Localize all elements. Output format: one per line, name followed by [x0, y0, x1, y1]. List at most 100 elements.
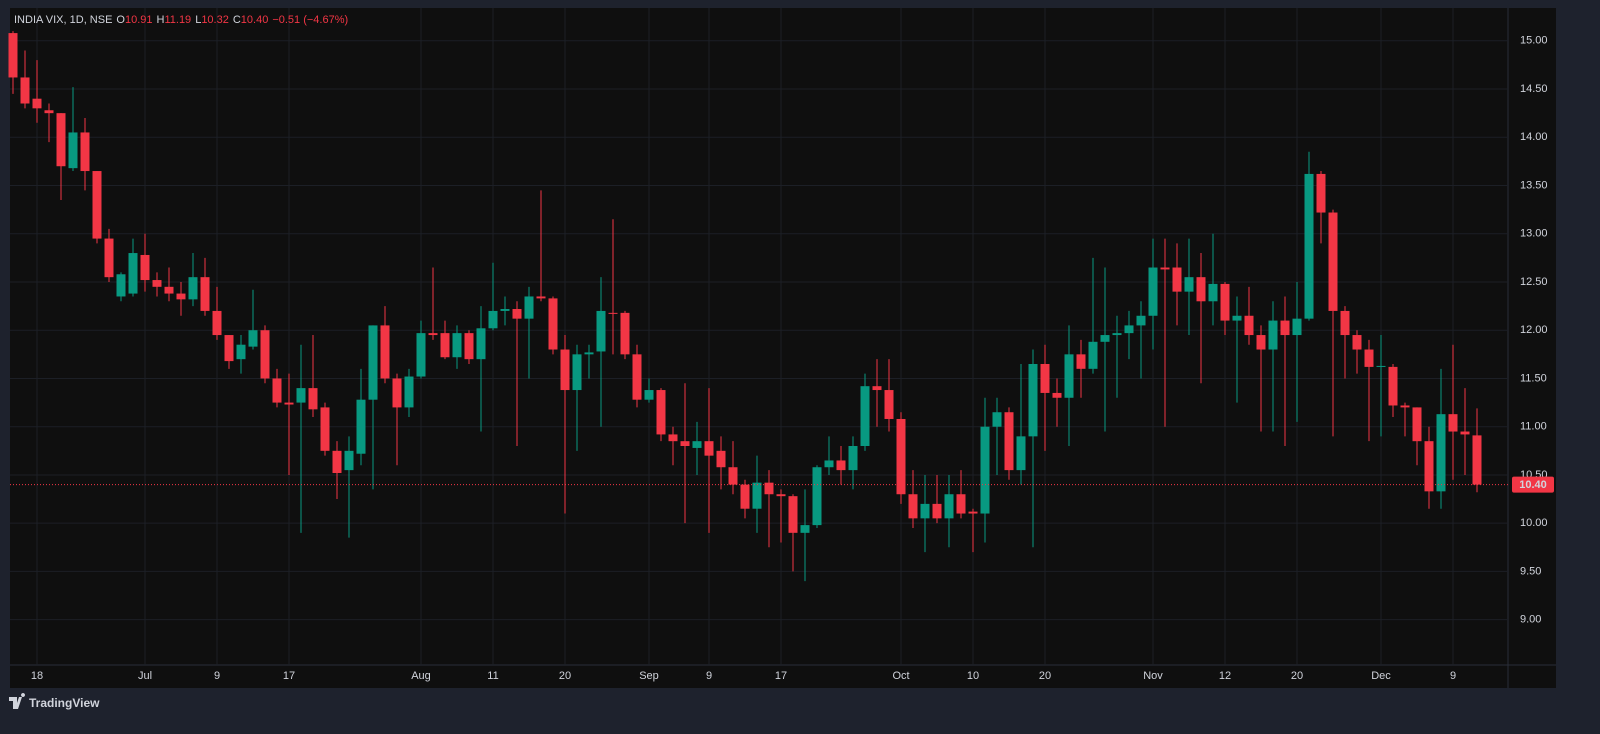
candle-body: [1172, 267, 1182, 292]
candle-body: [1328, 212, 1338, 311]
candle-body: [404, 376, 414, 408]
candle-body: [824, 460, 834, 468]
candle-body: [908, 494, 918, 519]
candle-body: [872, 386, 882, 391]
candle-body: [704, 441, 714, 456]
candle-body: [308, 388, 318, 410]
c-label: C: [233, 14, 241, 26]
candle-body: [344, 450, 354, 471]
h-label: H: [157, 14, 165, 26]
x-tick-label: Sep: [639, 670, 659, 682]
x-tick-label: Nov: [1143, 670, 1163, 682]
candle-body: [596, 310, 606, 352]
candle-body: [128, 253, 138, 294]
candle-body: [368, 325, 378, 400]
candle-body: [20, 77, 30, 104]
candle-body: [188, 277, 198, 300]
y-tick-label: 9.50: [1520, 565, 1541, 577]
candle-body: [668, 434, 678, 442]
candle-body: [212, 310, 222, 336]
candle-body: [1112, 333, 1122, 336]
candle-body: [296, 388, 306, 403]
candle-body: [680, 441, 690, 446]
candle-body: [44, 110, 54, 114]
candle-body: [536, 296, 546, 299]
candle-body: [548, 298, 558, 350]
candle-body: [56, 113, 66, 167]
x-tick-label: Aug: [411, 670, 431, 682]
candle-body: [68, 132, 78, 169]
candle-body: [92, 171, 102, 239]
candle-body: [116, 274, 126, 297]
candle-body: [692, 441, 702, 448]
x-tick-label: Jul: [138, 670, 152, 682]
y-tick-label: 12.00: [1520, 324, 1548, 336]
x-tick-label: 17: [775, 670, 787, 682]
x-tick-label: 17: [283, 670, 295, 682]
candle-body: [1436, 414, 1446, 492]
symbol: INDIA VIX, 1D, NSE: [14, 14, 112, 26]
candle-body: [920, 503, 930, 519]
candle-body: [224, 335, 234, 362]
candle-body: [440, 333, 450, 358]
x-tick-label: 12: [1219, 670, 1231, 682]
candle-body: [1304, 173, 1314, 319]
y-tick-label: 13.00: [1520, 228, 1548, 240]
x-tick-label: 11: [487, 670, 498, 682]
candle-body: [956, 494, 966, 514]
candle-body: [1040, 363, 1050, 393]
l-label: L: [195, 14, 201, 26]
candle-body: [932, 503, 942, 519]
candle-body: [992, 412, 1002, 427]
logo-icon: [9, 693, 26, 709]
x-tick-label: Oct: [892, 670, 909, 682]
candle-body: [1268, 320, 1278, 350]
candle-body: [716, 450, 726, 468]
candle-body: [356, 399, 366, 454]
candle-body: [332, 450, 342, 474]
candle-body: [1088, 341, 1098, 369]
candle-body: [572, 354, 582, 391]
candle-body: [980, 426, 990, 514]
logo: TradingView: [9, 693, 100, 710]
candle-body: [644, 390, 654, 400]
candle-body: [1064, 354, 1074, 398]
candle-body: [1124, 325, 1134, 334]
candle-body: [848, 446, 858, 471]
candle-body: [1208, 283, 1218, 302]
last-price-label: 10.40: [1519, 479, 1547, 491]
candle-body: [800, 525, 810, 533]
x-tick-label: Dec: [1371, 670, 1391, 682]
candle-body: [764, 482, 774, 495]
y-tick-label: 11.50: [1520, 372, 1547, 384]
candle-body: [524, 296, 534, 319]
l-value: 10.32: [201, 14, 229, 26]
y-tick-label: 10.00: [1520, 517, 1548, 529]
candle-body: [80, 132, 90, 172]
candle-body: [1052, 392, 1062, 398]
candle-body: [1352, 335, 1362, 350]
candle-body: [464, 333, 474, 360]
candle-body: [8, 33, 18, 78]
candle-body: [1460, 431, 1470, 435]
candle-body: [1076, 354, 1086, 369]
candle-body: [416, 333, 426, 377]
candle-body: [1232, 315, 1242, 321]
candle-body: [884, 390, 894, 419]
x-tick-label: 20: [1039, 670, 1051, 682]
candle-body: [836, 460, 846, 471]
candle-body: [944, 494, 954, 519]
candle-body: [728, 467, 738, 485]
candle-body: [1424, 441, 1434, 492]
candle-body: [320, 407, 330, 451]
candle-body: [1256, 335, 1266, 350]
candle-body: [260, 330, 270, 379]
o-label: O: [116, 14, 125, 26]
candle-body: [968, 511, 978, 514]
candle-body: [380, 325, 390, 379]
candle-body: [656, 390, 666, 435]
candle-body: [1400, 405, 1410, 408]
y-tick-label: 14.00: [1520, 131, 1548, 143]
candle-body: [500, 309, 510, 311]
